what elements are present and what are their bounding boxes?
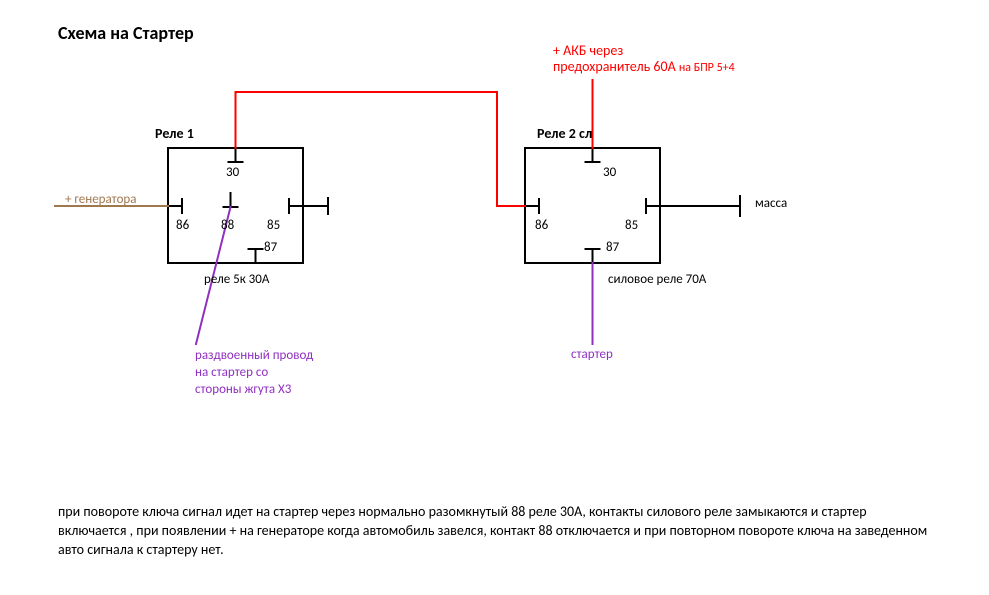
starter-label: стартер bbox=[571, 347, 613, 362]
ground-label: масса bbox=[755, 196, 787, 211]
split-wire-note-line1: раздвоенный провод bbox=[195, 347, 313, 364]
generator-label: + генератора bbox=[65, 192, 136, 207]
relay1-pin85: 85 bbox=[267, 218, 280, 233]
page-title: Схема на Стартер bbox=[58, 22, 194, 44]
relay2-desc: силовое реле 70A bbox=[608, 272, 706, 287]
relay2-pin30: 30 bbox=[603, 165, 616, 180]
battery-note-line2: предохранитель 60А на БПР 5+4 bbox=[553, 59, 735, 76]
relay1-pin88: 88 bbox=[221, 218, 234, 233]
relay1-pin86: 86 bbox=[176, 218, 189, 233]
battery-note: + АКБ через предохранитель 60А на БПР 5+… bbox=[553, 43, 735, 76]
battery-note-line3: на БПР 5+4 bbox=[679, 61, 735, 75]
relay1-desc: реле 5к 30A bbox=[204, 272, 269, 287]
split-wire-note-line2: на стартер со bbox=[195, 364, 313, 381]
relay2-pin85: 85 bbox=[625, 218, 638, 233]
battery-note-line1: + АКБ через bbox=[553, 43, 735, 59]
description-paragraph: при повороте ключа сигнал идет на старте… bbox=[58, 502, 928, 559]
split-wire-note: раздвоенный провод на стартер со стороны… bbox=[195, 347, 313, 398]
relay2-pin86: 86 bbox=[535, 218, 548, 233]
relay2-pin87: 87 bbox=[606, 240, 619, 255]
relay1-pin87: 87 bbox=[264, 240, 277, 255]
relay1-pin30: 30 bbox=[226, 165, 239, 180]
split-wire-note-line3: стороны жгута X3 bbox=[195, 381, 313, 398]
relay1-label: Реле 1 bbox=[155, 125, 194, 142]
relay2-label: Реле 2 сл bbox=[537, 125, 592, 142]
